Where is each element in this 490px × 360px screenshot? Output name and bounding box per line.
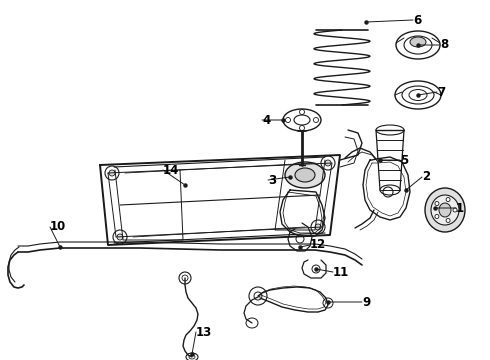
Ellipse shape [425, 188, 465, 232]
Text: 14: 14 [163, 163, 179, 176]
Text: 2: 2 [422, 171, 430, 184]
Text: 13: 13 [196, 325, 212, 338]
Text: 7: 7 [437, 85, 445, 99]
Text: 6: 6 [413, 13, 421, 27]
Text: 4: 4 [262, 113, 270, 126]
Text: 11: 11 [333, 266, 349, 279]
Circle shape [117, 234, 123, 240]
Text: 9: 9 [362, 296, 370, 309]
Text: 3: 3 [268, 174, 276, 186]
Circle shape [446, 219, 450, 222]
Circle shape [315, 224, 321, 230]
Ellipse shape [431, 195, 459, 225]
Ellipse shape [295, 168, 315, 182]
Ellipse shape [285, 162, 325, 188]
Ellipse shape [410, 37, 426, 47]
Circle shape [453, 208, 457, 212]
Circle shape [109, 170, 115, 176]
Circle shape [435, 202, 439, 206]
Circle shape [446, 198, 450, 202]
Text: 1: 1 [456, 202, 464, 215]
Text: 8: 8 [440, 39, 448, 51]
Circle shape [325, 160, 331, 166]
Ellipse shape [439, 203, 451, 217]
Text: 12: 12 [310, 238, 326, 252]
Text: 5: 5 [400, 153, 408, 166]
Text: 10: 10 [50, 220, 66, 234]
Circle shape [435, 215, 439, 219]
